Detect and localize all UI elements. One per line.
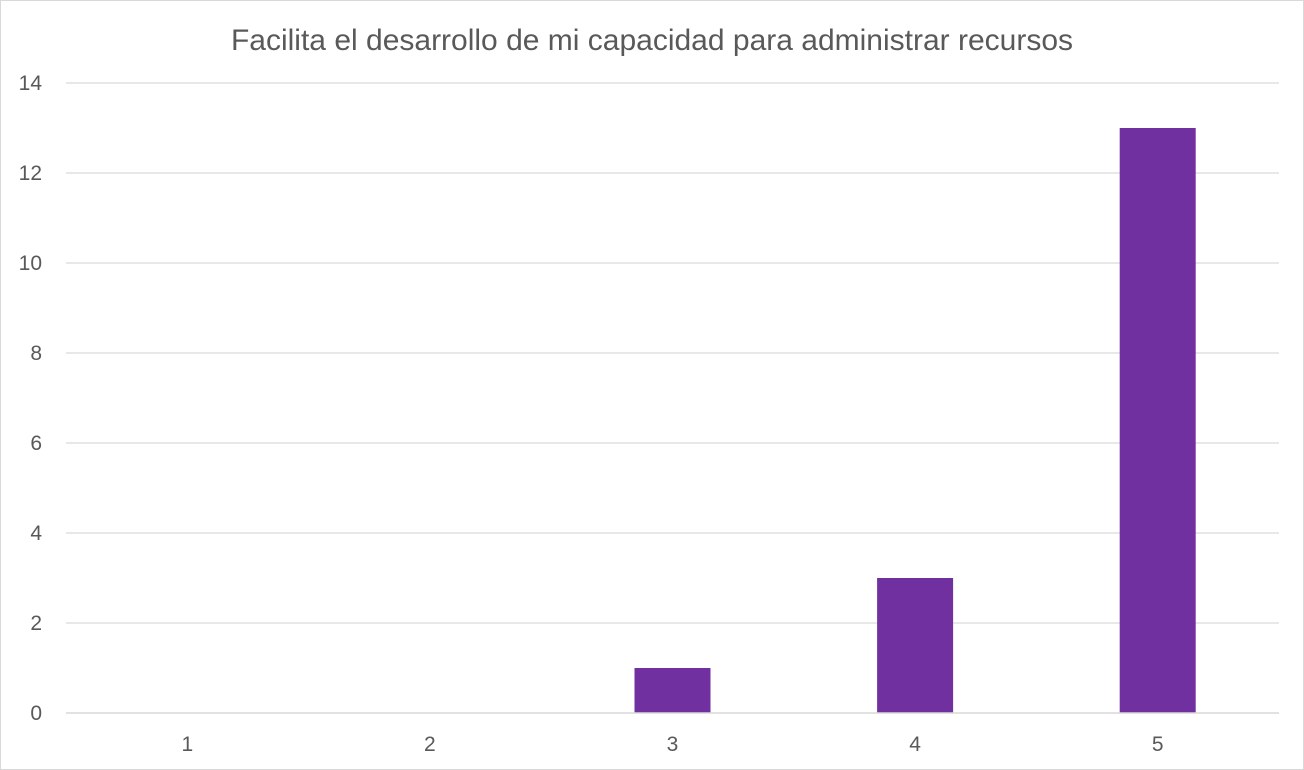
bar-4 [877,578,954,713]
y-tick-label: 4 [30,522,42,545]
chart-title: Facilita el desarrollo de mi capacidad p… [231,24,1073,57]
y-axis-ticks: 0 2 4 6 8 10 12 14 [19,72,43,725]
y-tick-label: 12 [19,162,42,185]
x-tick-label: 1 [181,733,193,756]
x-tick-label: 3 [667,733,679,756]
y-tick-label: 14 [19,72,43,95]
bars [634,128,1196,713]
x-tick-label: 2 [424,733,436,756]
y-tick-label: 0 [30,702,42,725]
y-tick-label: 10 [19,252,42,275]
x-tick-label: 5 [1152,733,1164,756]
bar-5 [1119,128,1196,713]
x-tick-label: 4 [909,733,921,756]
y-tick-label: 8 [30,342,42,365]
y-tick-label: 2 [30,612,42,635]
gridlines [66,82,1279,624]
bar-3 [634,668,711,713]
y-tick-label: 6 [30,432,42,455]
x-axis-ticks: 1 2 3 4 5 [181,733,1163,756]
